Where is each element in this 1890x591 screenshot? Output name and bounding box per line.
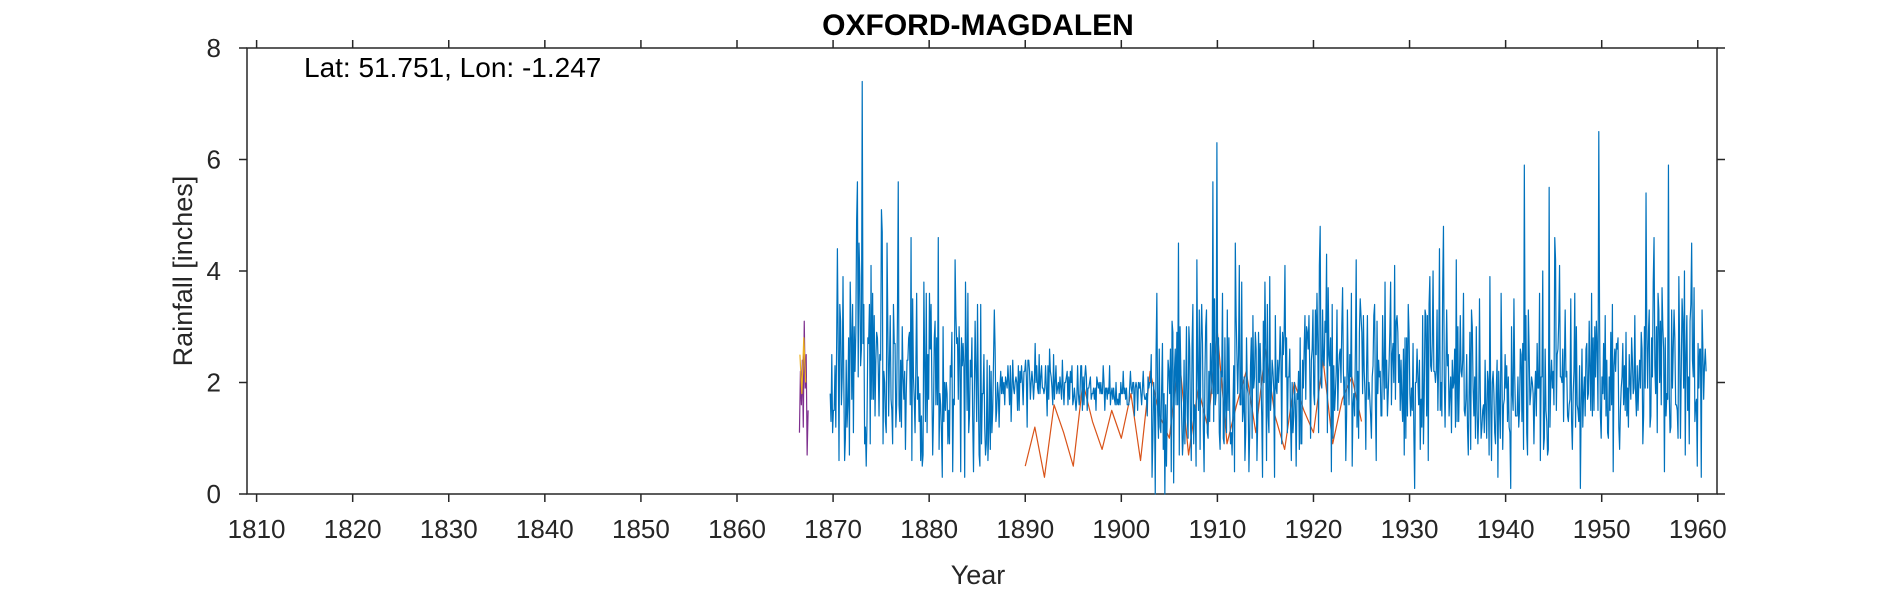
y-tick-label: 0 (207, 479, 221, 509)
y-tick-label: 2 (207, 368, 221, 398)
x-tick-label: 1830 (420, 514, 478, 544)
y-axis: 0 2 4 6 8 (207, 33, 1725, 509)
y-tick-label: 6 (207, 145, 221, 175)
station-coordinates: Lat: 51.751, Lon: -1.247 (304, 52, 601, 83)
x-tick-label: 1890 (996, 514, 1054, 544)
x-tick-label: 1960 (1669, 514, 1727, 544)
chart-title: OXFORD-MAGDALEN (822, 9, 1134, 42)
x-tick-label: 1950 (1573, 514, 1631, 544)
x-tick-label: 1850 (612, 514, 670, 544)
series-line-0 (798, 320, 809, 456)
series-line-1 (799, 337, 807, 395)
x-tick-label: 1870 (804, 514, 862, 544)
x-tick-label: 1810 (228, 514, 286, 544)
series-line-3 (829, 80, 1707, 495)
x-tick-label: 1900 (1092, 514, 1150, 544)
x-axis: 1810 1820 1830 1840 1850 1860 1870 1880 1890 1900… (228, 40, 1727, 544)
series-layer (798, 80, 1707, 495)
x-axis-label: Year (951, 560, 1006, 590)
x-tick-label: 1940 (1477, 514, 1535, 544)
x-tick-label: 1920 (1285, 514, 1343, 544)
x-tick-label: 1860 (708, 514, 766, 544)
y-tick-label: 8 (207, 33, 221, 63)
x-tick-label: 1880 (900, 514, 958, 544)
x-tick-label: 1820 (324, 514, 382, 544)
y-axis-label: Rainfall [inches] (168, 176, 198, 367)
x-tick-label: 1910 (1188, 514, 1246, 544)
x-tick-label: 1930 (1381, 514, 1439, 544)
y-tick-label: 4 (207, 256, 221, 286)
x-tick-label: 1840 (516, 514, 574, 544)
